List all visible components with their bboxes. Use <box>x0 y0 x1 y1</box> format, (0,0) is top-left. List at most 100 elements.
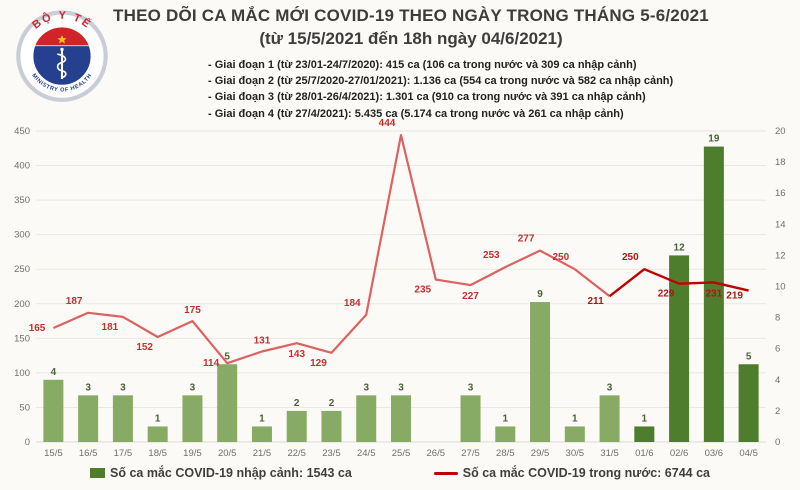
line-series-light <box>52 134 611 365</box>
legend-imported-label: Số ca mắc COVID-19 nhập cảnh: 1543 ca <box>110 466 352 480</box>
bar-value-label: 3 <box>398 382 404 393</box>
bar <box>460 395 481 442</box>
x-axis-tick-label: 18/5 <box>148 448 167 459</box>
right-axis-tick-label: 10 <box>775 282 786 293</box>
phase-4-note: - Giai đoạn 4 (từ 27/4/2021): 5.435 ca (… <box>208 107 624 120</box>
phase-3-note: - Giai đoạn 3 (từ 28/01-26/4/2021): 1.30… <box>208 91 646 104</box>
bar-value-label: 3 <box>190 382 196 393</box>
x-axis-tick-label: 04/5 <box>739 448 758 459</box>
bar-value-label: 3 <box>607 382 613 393</box>
left-axis-tick-label: 300 <box>14 230 30 241</box>
right-axis-tick-label: 16 <box>775 188 786 199</box>
bar-value-label: 12 <box>674 242 686 253</box>
bar <box>321 410 342 442</box>
line-value-label: 187 <box>66 296 83 307</box>
bar <box>356 395 377 442</box>
line-value-label: 229 <box>658 289 675 300</box>
bar <box>391 395 411 442</box>
legend-item-imported: Số ca mắc COVID-19 nhập cảnh: 1543 ca <box>90 466 352 480</box>
left-axis-tick-label: 400 <box>14 161 30 172</box>
bar-value-label: 3 <box>468 382 474 393</box>
bar <box>251 426 272 442</box>
ministry-of-health-logo: BỘ Y TẾ MINISTRY OF HEALTH <box>10 0 114 104</box>
line-value-label: 235 <box>414 285 431 296</box>
bar-value-label: 1 <box>572 413 578 424</box>
left-axis-tick-label: 450 <box>14 126 30 137</box>
x-axis-tick-label: 21/5 <box>253 448 272 459</box>
line-value-label: 231 <box>706 288 723 299</box>
line-value-label: 143 <box>288 349 305 360</box>
bar-series-swatch <box>90 468 105 478</box>
x-axis-tick-label: 25/5 <box>392 448 411 459</box>
bar-value-label: 5 <box>224 351 230 362</box>
phase-summary-notes: - Giai đoạn 1 (từ 23/01-24/7/2020): 415 … <box>208 57 673 122</box>
legend-item-domestic: Số ca mắc COVID-19 trong nước: 6744 ca <box>433 466 710 480</box>
left-axis-tick-label: 200 <box>14 299 30 310</box>
legend-domestic-label: Số ca mắc COVID-19 trong nước: 6744 ca <box>462 466 710 480</box>
x-axis-tick-label: 28/5 <box>496 448 515 459</box>
line-value-label: 211 <box>588 296 605 307</box>
right-axis-tick-label: 6 <box>775 344 780 355</box>
bar-value-label: 19 <box>708 134 720 145</box>
bar-value-label: 1 <box>155 413 161 424</box>
line-value-label: 277 <box>518 234 535 245</box>
bar-value-label: 1 <box>642 413 648 424</box>
x-axis-tick-label: 17/5 <box>114 448 133 459</box>
line-value-label: 227 <box>462 291 479 302</box>
x-axis-tick-label: 23/5 <box>322 448 341 459</box>
bar <box>147 426 168 442</box>
bar <box>634 426 655 442</box>
x-axis-tick-label: 26/5 <box>427 448 446 459</box>
bar-value-label: 1 <box>503 413 509 424</box>
x-axis-tick-label: 15/5 <box>44 448 63 459</box>
bar <box>495 426 516 442</box>
logo-staff-knob <box>60 47 64 52</box>
line-value-label: 152 <box>136 342 153 353</box>
x-axis-tick-label: 01/6 <box>635 448 654 459</box>
line-value-label: 175 <box>184 305 201 316</box>
chart-legend: Số ca mắc COVID-19 nhập cảnh: 1543 ca Số… <box>0 466 800 480</box>
logo-star-icon <box>57 35 67 44</box>
bar <box>530 302 551 442</box>
bar <box>738 364 759 442</box>
x-axis-tick-label: 20/5 <box>218 448 237 459</box>
bar <box>182 395 203 442</box>
x-axis-tick-label: 31/5 <box>600 448 619 459</box>
bar-value-label: 4 <box>51 367 57 378</box>
right-axis-tick-label: 18 <box>775 157 786 168</box>
bar-value-label: 3 <box>120 382 126 393</box>
right-axis-tick-label: 0 <box>775 437 780 448</box>
x-axis-tick-label: 29/5 <box>531 448 550 459</box>
covid-daily-cases-chart: 0501001502002503003504004500246810121416… <box>14 118 786 459</box>
right-axis-tick-label: 14 <box>775 219 786 230</box>
left-axis-tick-label: 0 <box>25 437 30 448</box>
phase-2-note: - Giai đoạn 2 (từ 25/7/2020-27/01/2021):… <box>208 75 674 88</box>
line-series-swatch <box>433 471 458 475</box>
bar-value-label: 2 <box>294 398 300 409</box>
bar-value-label: 5 <box>746 351 752 362</box>
x-axis-tick-label: 02/6 <box>670 448 689 459</box>
page-subtitle: (từ 15/5/2021 đến 18h ngày 04/6/2021) <box>259 29 563 48</box>
bar <box>112 395 133 442</box>
bar <box>78 395 99 442</box>
bar <box>669 255 690 442</box>
bar-value-label: 3 <box>85 382 91 393</box>
left-axis-tick-label: 100 <box>14 368 30 379</box>
bar-value-label: 3 <box>363 382 369 393</box>
bar-value-label: 9 <box>537 289 543 300</box>
x-axis-tick-label: 16/5 <box>79 448 98 459</box>
logo-snake-icon <box>56 53 67 79</box>
x-axis-tick-label: 19/5 <box>183 448 202 459</box>
left-axis-tick-label: 350 <box>14 195 30 206</box>
x-axis-tick-label: 24/5 <box>357 448 376 459</box>
line-value-label: 250 <box>552 252 569 263</box>
line-value-label: 184 <box>344 298 361 309</box>
line-value-label: 114 <box>203 358 220 369</box>
x-axis-tick-label: 30/5 <box>566 448 585 459</box>
x-axis-tick-label: 22/5 <box>287 448 306 459</box>
right-axis-tick-label: 8 <box>775 313 780 324</box>
bar <box>599 395 620 442</box>
right-axis-tick-label: 4 <box>775 375 780 386</box>
line-value-label: 165 <box>29 323 46 334</box>
bar-value-label: 1 <box>259 413 265 424</box>
